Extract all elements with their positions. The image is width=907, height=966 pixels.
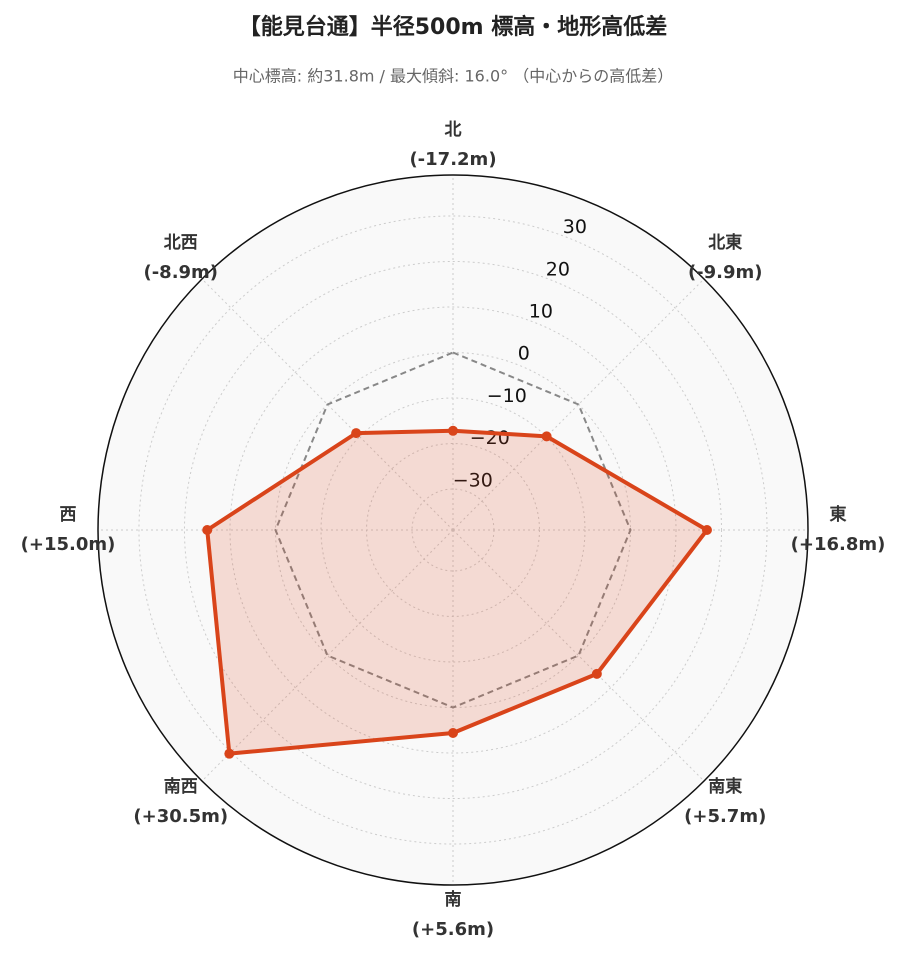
value-label: (+5.6m) — [412, 919, 494, 940]
grid-circle — [138, 215, 768, 845]
data-point — [202, 525, 213, 535]
category-label: 北 — [445, 120, 462, 140]
value-label: (-8.9m) — [143, 262, 218, 283]
grid-circle — [320, 397, 586, 663]
category-label: 北東 — [708, 232, 742, 253]
data-point — [541, 431, 552, 442]
chart-title: 【能見台通】半径500m 標高・地形高低差 — [239, 14, 668, 40]
y-tick-label: 30 — [563, 216, 587, 238]
grid-circle — [183, 260, 723, 800]
category-label: 南東 — [708, 776, 742, 797]
data-point — [224, 748, 235, 759]
category-label: 南西 — [164, 776, 198, 797]
y-tick-label: −10 — [487, 385, 527, 407]
spoke — [452, 278, 705, 531]
category-label: 南 — [445, 889, 462, 910]
y-tick-label: 0 — [518, 343, 530, 365]
data-point — [701, 525, 712, 535]
value-label: (+30.5m) — [133, 806, 228, 827]
value-label: (-17.2m) — [409, 149, 496, 170]
data-point — [591, 668, 602, 679]
chart-subtitle: 中心標高: 約31.8m / 最大傾斜: 16.0° （中心からの高低差） — [233, 67, 673, 86]
data-point — [448, 425, 458, 436]
y-tick-label: 10 — [529, 301, 553, 323]
baseline — [274, 351, 632, 709]
y-tick-label: −30 — [453, 469, 493, 491]
spoke — [201, 278, 454, 531]
grid-circle — [411, 488, 495, 572]
y-tick-label: 20 — [546, 258, 570, 280]
spoke — [201, 529, 454, 782]
data-point — [351, 428, 362, 439]
grid-circle — [229, 306, 677, 754]
grid-circle — [366, 443, 540, 617]
category-label: 東 — [830, 504, 847, 525]
value-label: (+16.8m) — [791, 534, 886, 555]
value-label: (-9.9m) — [688, 262, 763, 283]
value-label: (+5.7m) — [684, 806, 766, 827]
spoke — [452, 529, 705, 782]
category-label: 西 — [60, 505, 77, 525]
category-label: 北西 — [164, 233, 198, 253]
data-point — [448, 727, 458, 738]
value-label: (+15.0m) — [21, 534, 116, 555]
